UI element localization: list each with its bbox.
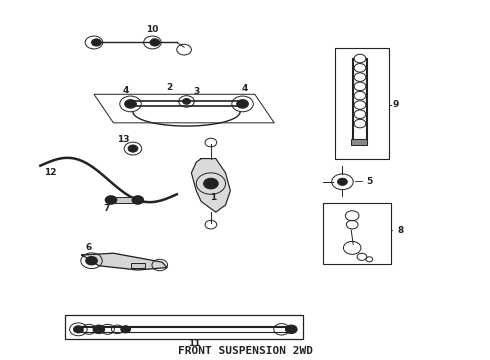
Text: 1: 1 bbox=[210, 193, 217, 202]
Circle shape bbox=[237, 100, 248, 108]
Text: FRONT SUSPENSION 2WD: FRONT SUSPENSION 2WD bbox=[177, 346, 313, 356]
Bar bbox=[130, 263, 145, 267]
Polygon shape bbox=[82, 253, 167, 270]
Bar bbox=[351, 139, 367, 145]
Text: 4: 4 bbox=[242, 84, 248, 93]
Bar bbox=[323, 203, 391, 264]
Text: 5: 5 bbox=[366, 176, 372, 185]
Circle shape bbox=[105, 196, 117, 204]
Circle shape bbox=[121, 326, 130, 333]
Circle shape bbox=[93, 325, 105, 334]
Circle shape bbox=[128, 145, 138, 152]
Bar bbox=[65, 315, 303, 339]
Circle shape bbox=[203, 178, 218, 189]
Circle shape bbox=[74, 326, 83, 333]
Text: 3: 3 bbox=[193, 87, 199, 96]
Circle shape bbox=[132, 196, 144, 204]
Text: 6: 6 bbox=[86, 243, 92, 252]
Circle shape bbox=[86, 256, 98, 265]
Text: 10: 10 bbox=[146, 26, 159, 35]
Circle shape bbox=[286, 325, 297, 334]
Circle shape bbox=[183, 99, 191, 104]
Text: 13: 13 bbox=[117, 135, 129, 144]
Circle shape bbox=[338, 178, 347, 185]
Text: 11: 11 bbox=[188, 339, 200, 348]
Polygon shape bbox=[192, 158, 230, 212]
Text: 12: 12 bbox=[44, 168, 56, 177]
Text: 9: 9 bbox=[393, 100, 399, 109]
Bar bbox=[335, 48, 389, 158]
Text: 8: 8 bbox=[398, 225, 404, 234]
Circle shape bbox=[150, 39, 160, 46]
Bar bbox=[111, 197, 138, 203]
Circle shape bbox=[124, 100, 136, 108]
Text: 7: 7 bbox=[103, 204, 109, 213]
Text: 2: 2 bbox=[167, 83, 172, 92]
Text: 4: 4 bbox=[122, 86, 129, 95]
Circle shape bbox=[92, 39, 101, 46]
